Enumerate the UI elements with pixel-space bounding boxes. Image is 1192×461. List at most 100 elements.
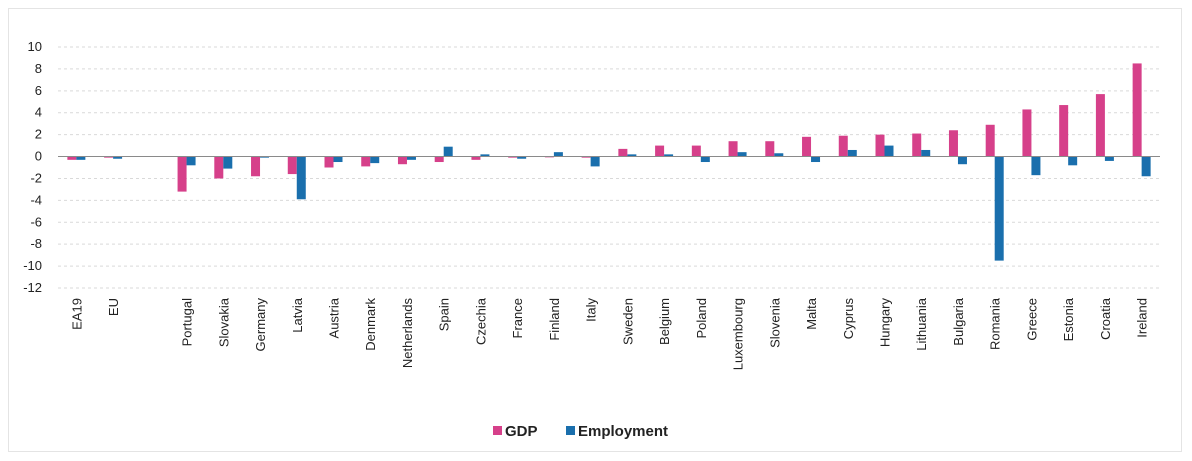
x-tick-label-germany: Germany (253, 298, 268, 352)
bar-employment-ea19 (76, 156, 86, 160)
bar-employment-eu (113, 156, 123, 159)
bar-gdp-sweden (618, 148, 628, 157)
bar-gdp-spain (434, 156, 444, 163)
bar-gdp-slovakia (214, 156, 224, 179)
x-tick-label-croatia: Croatia (1098, 297, 1113, 340)
x-tick-label-spain: Spain (437, 298, 452, 331)
legend-swatch-employment (566, 426, 575, 435)
bar-employment-austria (333, 156, 343, 163)
x-tick-label-belgium: Belgium (657, 298, 672, 345)
x-tick-label-poland: Poland (694, 298, 709, 338)
bar-employment-italy (590, 156, 600, 167)
bar-employment-france (517, 156, 527, 159)
x-tick-label-finland: Finland (547, 298, 562, 341)
y-tick-label: 2 (35, 127, 42, 142)
bar-gdp-belgium (655, 145, 665, 157)
x-tick-label-sweden: Sweden (620, 298, 635, 345)
bar-gdp-hungary (875, 134, 885, 157)
x-tick-label-czechia: Czechia (473, 297, 488, 345)
bar-employment-hungary (884, 145, 894, 157)
x-tick-label-estonia: Estonia (1061, 297, 1076, 341)
bar-employment-finland (553, 152, 563, 157)
bar-employment-bulgaria (957, 156, 967, 165)
y-tick-label: 0 (35, 149, 42, 164)
bar-employment-lithuania (921, 149, 931, 157)
x-tick-label-ireland: Ireland (1135, 298, 1150, 338)
x-tick-label-malta: Malta (804, 297, 819, 330)
bar-employment-sweden (627, 154, 637, 157)
bar-gdp-eu (104, 156, 114, 158)
x-tick-label-netherlands: Netherlands (400, 298, 415, 369)
bar-gdp-austria (324, 156, 334, 168)
legend-label-employment: Employment (578, 423, 668, 440)
x-tick-label-austria: Austria (327, 297, 342, 338)
bar-gdp-greece (1022, 109, 1032, 157)
y-tick-label: -12 (23, 280, 42, 295)
bar-employment-latvia (296, 156, 306, 200)
x-tick-label-cyprus: Cyprus (841, 298, 856, 340)
bar-gdp-portugal (177, 156, 187, 192)
bar-gdp-latvia (287, 156, 297, 175)
y-axis-tick-labels: 10 8 6 4 2 0 -2 -4 -6 -8 -10 -12 (23, 39, 42, 295)
bar-employment-croatia (1104, 156, 1114, 161)
x-tick-label-france: France (510, 298, 525, 338)
x-tick-label-slovakia: Slovakia (216, 297, 231, 347)
y-tick-label: 8 (35, 61, 42, 76)
bar-gdp-denmark (361, 156, 371, 167)
bar-employment-poland (700, 156, 710, 163)
bar-employment-denmark (370, 156, 380, 164)
x-axis-tick-labels: EA19 EU Portugal Slovakia Germany Latvia Austr… (69, 297, 1149, 370)
bar-employment-germany (260, 156, 270, 158)
bar-gdp-italy (581, 156, 591, 158)
x-tick-label-portugal: Portugal (180, 298, 195, 347)
legend: GDP Employment (493, 423, 668, 440)
bar-employment-ireland (1141, 156, 1151, 177)
bar-gdp-malta (802, 136, 812, 157)
legend-label-gdp: GDP (505, 423, 538, 440)
bar-gdp-ea19 (67, 156, 77, 160)
bar-gdp-netherlands (397, 156, 407, 165)
bars (67, 63, 1151, 261)
x-tick-label-denmark: Denmark (363, 298, 378, 351)
bar-employment-belgium (664, 154, 674, 157)
x-tick-label-bulgaria: Bulgaria (951, 297, 966, 345)
x-tick-label-ea19: EA19 (69, 298, 84, 330)
bar-gdp-poland (691, 145, 701, 157)
bar-gdp-ireland (1132, 63, 1142, 157)
bar-employment-malta (811, 156, 821, 163)
bar-employment-cyprus (847, 149, 857, 157)
bar-employment-czechia (480, 154, 490, 157)
legend-swatch-gdp (493, 426, 502, 435)
y-tick-label: 6 (35, 83, 42, 98)
bar-gdp-bulgaria (948, 130, 958, 157)
bar-gdp-croatia (1095, 94, 1105, 157)
bar-gdp-cyprus (838, 135, 848, 157)
y-tick-label: -2 (30, 170, 42, 185)
x-tick-label-slovenia: Slovenia (767, 297, 782, 348)
bar-gdp-czechia (471, 156, 481, 160)
x-tick-label-hungary: Hungary (878, 298, 893, 348)
y-tick-label: -10 (23, 258, 42, 273)
x-tick-label-luxembourg: Luxembourg (731, 298, 746, 370)
bar-employment-romania (994, 156, 1004, 261)
y-tick-label: -4 (30, 192, 42, 207)
bar-gdp-estonia (1059, 105, 1069, 157)
y-tick-label: -8 (30, 236, 42, 251)
bar-gdp-slovenia (765, 141, 775, 157)
bar-employment-estonia (1068, 156, 1078, 166)
x-tick-label-italy: Italy (584, 298, 599, 322)
bar-employment-netherlands (406, 156, 416, 160)
y-tick-label: 4 (35, 105, 42, 120)
bar-gdp-luxembourg (728, 141, 738, 157)
bar-gdp-lithuania (912, 133, 922, 157)
bar-gdp-romania (985, 124, 995, 157)
grid-lines (58, 46, 1160, 289)
bar-employment-slovenia (774, 153, 784, 157)
y-tick-label: -6 (30, 214, 42, 229)
bar-employment-luxembourg (737, 152, 747, 157)
bar-employment-greece (1031, 156, 1041, 176)
x-tick-label-eu: EU (106, 298, 121, 316)
x-tick-label-romania: Romania (988, 297, 1003, 350)
chart-frame (8, 8, 1182, 452)
